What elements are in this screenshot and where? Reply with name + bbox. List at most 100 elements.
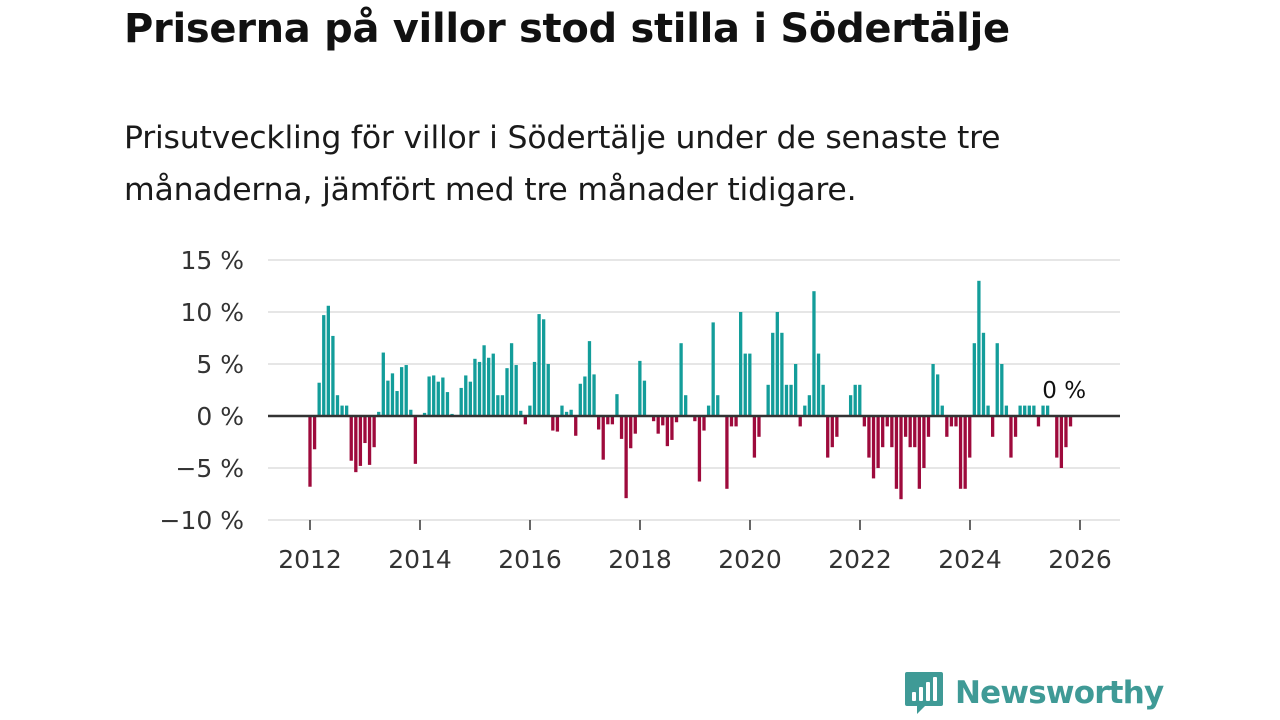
bar [532,361,537,416]
bar [427,376,431,416]
bar-series [308,280,1073,500]
bar [464,375,468,416]
bar [487,357,491,416]
bar [349,416,353,461]
chart-title: Priserna på villor stod stilla i Södertä… [124,6,1010,52]
bar [945,416,949,437]
bar [867,416,871,458]
bar [848,395,853,416]
bar [436,381,440,416]
bar [674,416,679,423]
y-tick-label: −10 % [160,506,244,535]
bar [871,416,876,479]
bar [514,365,518,416]
bar [702,416,706,431]
bar [509,343,514,416]
bar [963,416,967,489]
bar [986,405,990,416]
bar [1018,405,1022,416]
bar [894,416,899,489]
bar [784,384,789,416]
bar [491,353,495,416]
bar [381,352,385,416]
bar [693,416,697,422]
bar [890,416,894,448]
bar [757,416,761,437]
bar [1013,416,1018,437]
bar [505,368,509,416]
bar [555,416,560,432]
bar [587,341,592,416]
bar [367,416,372,465]
bar [885,416,889,427]
bar [926,416,931,437]
bar [326,305,330,416]
bar [656,416,660,434]
x-tick-label: 2024 [938,545,1002,574]
bar [798,416,802,427]
bar [500,395,505,416]
bar [679,343,683,416]
bar [876,416,880,468]
bar [560,405,564,416]
bar [468,381,472,416]
x-tick-label: 2012 [278,545,342,574]
bar [574,416,578,436]
bar [807,395,812,416]
bar [716,395,720,416]
bar [734,416,738,427]
bar [1000,364,1004,416]
bar [358,416,363,466]
bar [835,416,839,437]
bar [803,405,807,416]
bar [821,384,825,416]
bar [1055,416,1059,458]
bar [354,416,358,473]
bar [445,392,450,416]
bar [908,416,912,448]
bar [949,416,954,427]
y-tick-label: −5 % [175,454,244,483]
bar [583,376,587,416]
x-tick-label: 2014 [388,545,452,574]
bar [729,416,734,427]
bar [793,364,798,416]
bar [775,312,779,416]
gridlines [268,259,1120,521]
bar [441,377,445,416]
bar [789,384,793,416]
bar [528,405,532,416]
y-tick-label: 15 % [180,246,244,275]
y-tick-label: 0 % [196,402,244,431]
bar [377,411,381,416]
bar [390,373,395,416]
bar [610,416,615,425]
y-tick-label: 5 % [196,350,244,379]
bar [638,360,642,416]
bar [551,416,555,431]
bar [569,409,573,416]
bar [345,405,349,416]
bar [651,416,656,422]
bar [954,416,958,427]
bar [816,353,821,416]
bar [968,416,972,458]
bar [670,416,674,440]
brand-name: Newsworthy [955,675,1164,711]
bar [542,319,546,416]
bar [1064,416,1068,448]
bar-chart-speech-bubble-icon [905,672,943,714]
chart-subtitle: Prisutveckling för villor i Södertälje u… [124,120,1001,208]
bar [903,416,908,437]
bar [459,387,463,416]
bar [363,416,367,444]
bar [899,416,903,500]
bar [633,416,637,434]
bar [601,416,605,460]
bar [546,364,550,416]
bar [624,416,628,499]
bar [409,409,413,416]
bar [404,365,408,416]
bar [977,280,981,416]
bar [606,416,610,425]
